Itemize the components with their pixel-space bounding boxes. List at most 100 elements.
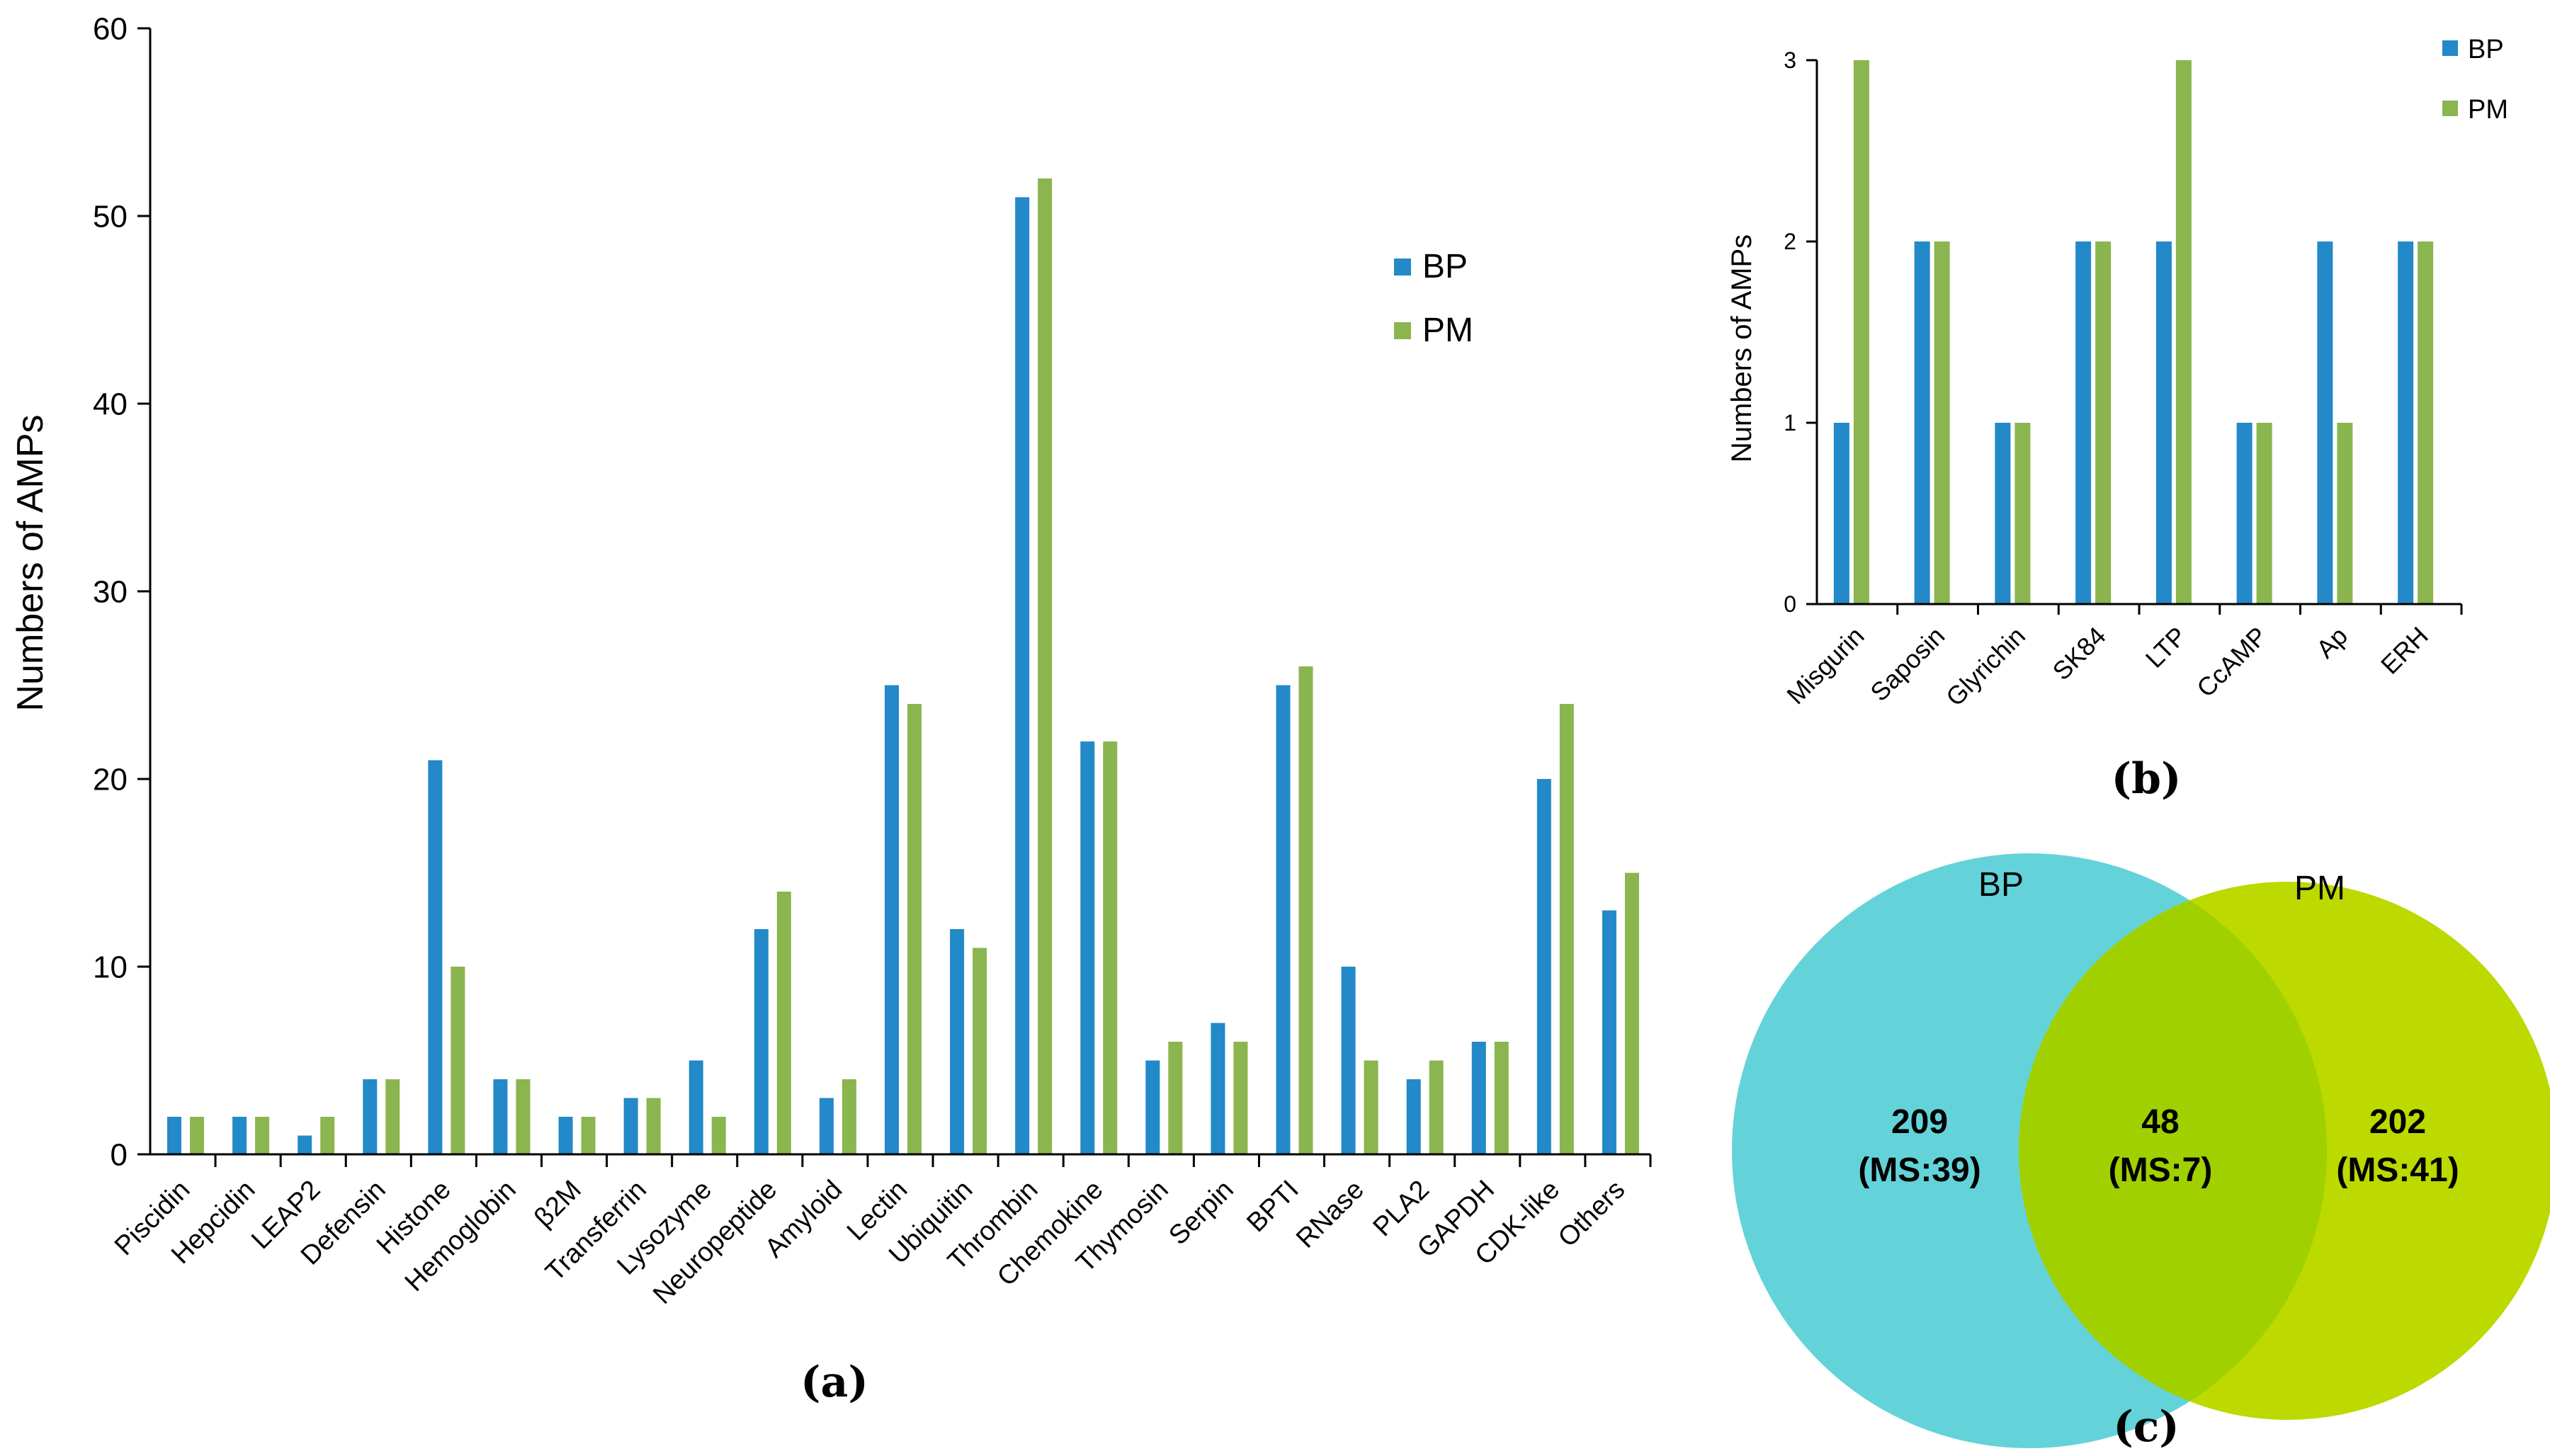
- chart-a-bar-pm-thymosin: [1168, 1042, 1183, 1154]
- chart-b-bar-bp-glyrichin: [1995, 423, 2011, 604]
- chart-a-legend-pm-label: PM: [1422, 312, 1473, 349]
- chart-a-legend-bp-label: BP: [1422, 248, 1468, 285]
- chart-a-y-tick-label: 60: [93, 11, 128, 46]
- chart-a-y-tick-label: 10: [93, 950, 128, 984]
- chart-a-bar-bp-thymosin: [1145, 1060, 1160, 1154]
- chart-a-bar-bp-bpti: [1276, 685, 1291, 1154]
- chart-b-bar-bp-erh: [2398, 241, 2414, 604]
- venn-diagram: BP PM 209 (MS:39) 48 (MS:7) 202 (MS:41) …: [1732, 853, 2550, 1452]
- chart-a-bar-bp-leap2: [298, 1135, 312, 1154]
- chart-b-category-label: Saposin: [1864, 621, 1950, 707]
- chart-a-category-label: Others: [1553, 1175, 1631, 1253]
- chart-b-bar-bp-saposin: [1914, 241, 1930, 604]
- chart-a-bar-pm-rnase: [1364, 1060, 1378, 1154]
- chart-a-bar-pm-pla2: [1429, 1060, 1444, 1154]
- chart-b-category-label: LTP: [2140, 621, 2192, 673]
- chart-a-bar-bp-thrombin: [1015, 197, 1030, 1154]
- chart-b-bar-pm-ccamp: [2256, 423, 2272, 604]
- chart-a-bar-bp-gapdh: [1471, 1042, 1486, 1154]
- chart-b-bar-pm-ap: [2337, 423, 2353, 604]
- chart-a-bar-bp-transferrin: [623, 1098, 638, 1154]
- chart-a-bar-pm-lectin: [907, 704, 922, 1154]
- chart-b-bar-pm-saposin: [1934, 241, 1950, 604]
- venn-shared-ms: (MS:7): [2109, 1151, 2213, 1189]
- chart-a-bar-pm-serpin: [1233, 1042, 1248, 1154]
- chart-a-bar-pm-thrombin: [1038, 178, 1053, 1154]
- chart-a-bar-pm-defensin: [385, 1079, 400, 1154]
- chart-b-y-tick-label: 1: [1784, 410, 1796, 436]
- chart-a-bar-pm-ubiquitin: [973, 948, 987, 1154]
- chart-a-bar-bp-ubiquitin: [950, 929, 965, 1154]
- chart-a-bar-bp-lectin: [885, 685, 899, 1154]
- chart-b-bar-bp-ccamp: [2236, 423, 2252, 604]
- chart-a-bar-pm-bpti: [1298, 666, 1313, 1154]
- chart-a-bar-pm-chemokine: [1103, 741, 1118, 1154]
- chart-b-y-tick-label: 2: [1784, 229, 1796, 254]
- venn-bp-only-count: 209: [1891, 1103, 1948, 1141]
- venn-bp-label: BP: [1978, 866, 2024, 904]
- chart-b-y-axis-title: Numbers of AMPs: [1726, 234, 1757, 462]
- chart-b-bar-pm-erh: [2418, 241, 2434, 604]
- chart-a-bar-bp-hemoglobin: [493, 1079, 508, 1154]
- chart-a-y-tick-label: 40: [93, 387, 128, 421]
- venn-shared-count: 48: [2141, 1103, 2179, 1141]
- chart-a-y-tick-label: 20: [93, 762, 128, 797]
- chart-b-y-ticks: 0 1 2 3: [1784, 47, 1817, 617]
- chart-a-category-labels: PiscidinHepcidinLEAP2DefensinHistoneHemo…: [109, 1154, 1652, 1310]
- chart-a-y-tick-label: 0: [110, 1137, 128, 1172]
- chart-b-legend-bp-swatch: [2442, 40, 2458, 56]
- chart-a-bar-pm-lysozyme: [711, 1117, 726, 1154]
- chart-a-category-label: Serpin: [1163, 1175, 1239, 1251]
- chart-b-bar-pm-ltp: [2175, 60, 2192, 604]
- chart-b-category-label: Glyrichin: [1940, 621, 2031, 712]
- chart-a-bar-pm-leap2: [320, 1117, 335, 1154]
- chart-b-category-label: Misgurin: [1781, 621, 1869, 710]
- chart-a-bar-bp-lysozyme: [688, 1060, 703, 1154]
- chart-a-bar-bp-histone: [428, 760, 443, 1154]
- chart-a-y-ticks: 0 10 20 30 40 50 60: [93, 11, 150, 1172]
- chart-a-bar-bp--2m: [558, 1117, 573, 1154]
- chart-a-bar-pm-piscidin: [190, 1117, 205, 1154]
- venn-bp-only-ms: (MS:39): [1858, 1151, 1980, 1189]
- chart-b-y-tick-label: 0: [1784, 591, 1796, 617]
- chart-a-category-label: β2M: [528, 1175, 586, 1233]
- chart-b-legend-bp-label: BP: [2468, 35, 2504, 64]
- chart-b-category-label: Ap: [2311, 621, 2353, 664]
- venn-panel-label: (c): [2113, 1402, 2179, 1452]
- chart-a-bar-bp-others: [1602, 910, 1616, 1154]
- chart-b-bar-pm-sk84: [2095, 241, 2112, 604]
- chart-b-panel-label: (b): [2112, 754, 2182, 804]
- chart-a-bar-pm-cdk-like: [1559, 704, 1574, 1154]
- chart-a-bar-pm-amyloid: [842, 1079, 856, 1154]
- chart-a-bar-bp-piscidin: [167, 1117, 182, 1154]
- chart-a-bar-bp-chemokine: [1080, 741, 1095, 1154]
- chart-a-bar-bp-serpin: [1211, 1023, 1225, 1154]
- chart-a-bar-pm-neuropeptide: [776, 892, 791, 1154]
- chart-a-bar-pm-hepcidin: [255, 1117, 270, 1154]
- chart-b-bar-pm-misgurin: [1853, 60, 1869, 604]
- venn-pm-only-ms: (MS:41): [2336, 1151, 2459, 1189]
- chart-a-bar-bp-neuropeptide: [754, 929, 769, 1154]
- chart-b-bar-bp-sk84: [2075, 241, 2092, 604]
- chart-b-legend-pm-swatch: [2442, 101, 2458, 116]
- chart-b-bar-bp-ltp: [2155, 241, 2172, 604]
- chart-a-bars: [167, 178, 1639, 1154]
- chart-a-bar-bp-pla2: [1406, 1079, 1421, 1154]
- chart-a-y-tick-label: 50: [93, 199, 128, 234]
- chart-b-bars: [1833, 60, 2434, 604]
- chart-b-y-tick-label: 3: [1784, 47, 1796, 73]
- chart-a-bar-pm-hemoglobin: [516, 1079, 531, 1154]
- chart-b-category-label: CcAMP: [2191, 621, 2272, 703]
- chart-a-category-label: RNase: [1291, 1175, 1370, 1254]
- chart-a-bar-pm-others: [1624, 872, 1639, 1154]
- chart-b-bar-bp-ap: [2317, 241, 2333, 604]
- chart-a: 0 10 20 30 40 50 60 PiscidinHepcidinLEAP2Defen…: [10, 11, 1652, 1407]
- chart-a-legend-bp-swatch: [1394, 258, 1411, 275]
- venn-overlap-region: [2019, 900, 2328, 1401]
- chart-b-legend-pm-label: PM: [2468, 95, 2508, 125]
- chart-a-bar-pm-transferrin: [646, 1098, 661, 1154]
- venn-pm-only-count: 202: [2369, 1103, 2426, 1141]
